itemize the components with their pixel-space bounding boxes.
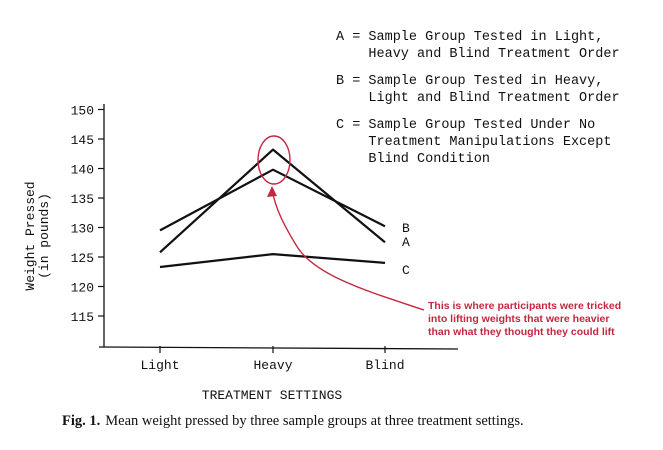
highlight-circle	[257, 135, 291, 185]
annotation-line-3: than what they thought they could lift	[428, 326, 615, 338]
y-axis-label: Weight Pressed (in pounds)	[23, 181, 52, 290]
y-tick-label: 140	[71, 163, 94, 178]
y-tick-label: 125	[71, 251, 94, 266]
x-tick-label: Blind	[365, 358, 404, 373]
x-ticks: Light Heavy Blind	[140, 346, 405, 373]
annotation-arrow	[271, 189, 425, 311]
annotation-line-1: This is where participants were tricked	[428, 300, 621, 312]
legend-c-line-3: Blind Condition	[336, 152, 490, 167]
series-end-labels: AB C	[402, 221, 410, 278]
y-tick-label: 120	[71, 281, 94, 296]
arrowhead	[267, 186, 277, 197]
x-axis-line	[98, 346, 459, 350]
series-line-a	[159, 148, 386, 254]
x-tick-label: Heavy	[253, 358, 292, 373]
y-ticks: 115 120 125 130 135 140 145 150	[71, 104, 104, 325]
series-end-label-c: C	[402, 263, 410, 278]
x-tick-label: Light	[140, 358, 179, 373]
annotation-line-2: into lifting weights that were heavier	[428, 313, 609, 325]
figure-caption: Fig. 1. Mean weight pressed by three samp…	[62, 413, 524, 429]
legend: A = Sample Group Tested in Light, Heavy …	[336, 30, 620, 167]
legend-a-line-2: Heavy and Blind Treatment Order	[336, 47, 620, 62]
annotation-text: This is where participants were tricked …	[428, 300, 621, 338]
legend-c-line-1: C = Sample Group Tested Under No	[336, 118, 595, 133]
y-tick-label: 130	[71, 222, 94, 237]
series-line-b	[159, 168, 386, 232]
legend-b-line-1: B = Sample Group Tested in Heavy,	[336, 74, 603, 89]
y-tick-label: 145	[71, 133, 94, 148]
series-end-label-b: B	[402, 221, 410, 236]
y-tick-label: 115	[71, 310, 94, 325]
y-tick-label: 150	[71, 104, 94, 119]
y-axis-label-line-2: (in pounds)	[37, 193, 52, 279]
legend-c-line-2: Treatment Manipulations Except	[336, 135, 611, 150]
legend-b-line-2: Light and Blind Treatment Order	[336, 91, 620, 106]
caption-text: Mean weight pressed by three sample grou…	[105, 413, 523, 429]
caption-prefix: Fig. 1.	[62, 413, 100, 429]
y-axis-label-line-1: Weight Pressed	[23, 181, 38, 290]
series-end-label-a: A	[402, 235, 410, 250]
x-axis-title: TREATMENT SETTINGS	[202, 388, 343, 403]
series-line-c	[159, 253, 386, 269]
y-tick-label: 135	[71, 192, 94, 207]
series-lines	[159, 148, 386, 269]
legend-a-line-1: A = Sample Group Tested in Light,	[336, 30, 603, 45]
